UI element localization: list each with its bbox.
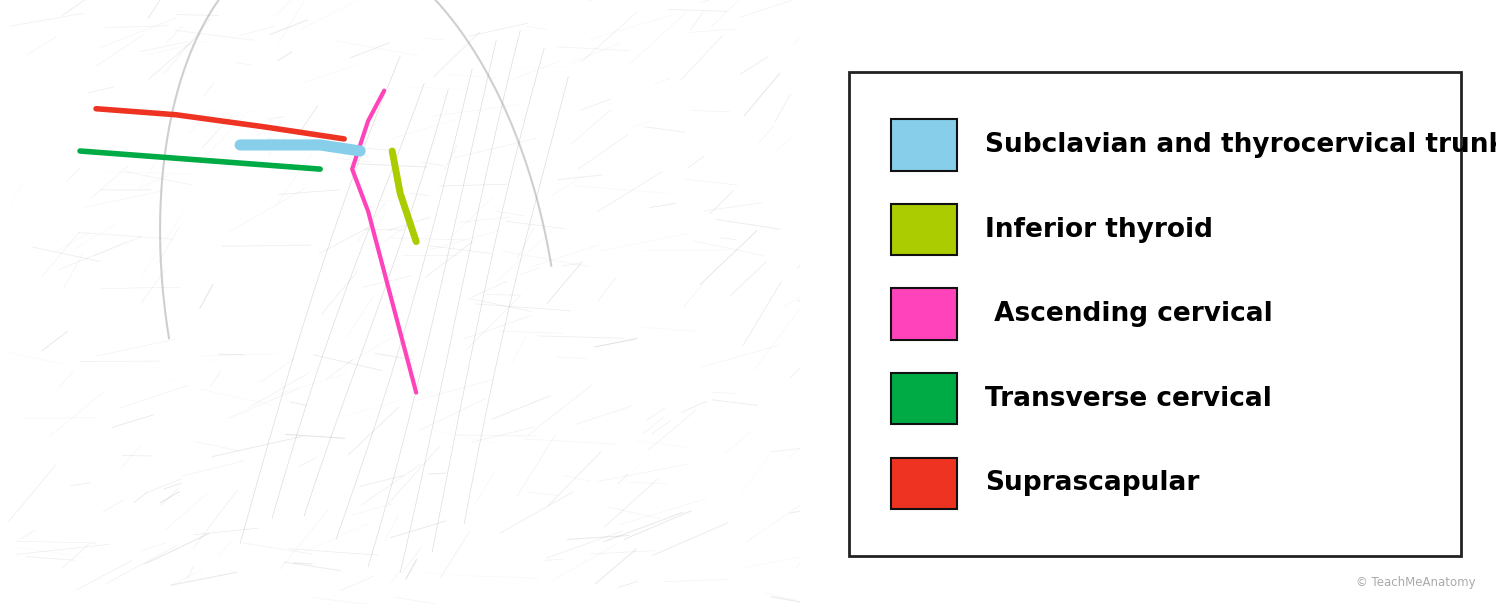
Text: Inferior thyroid: Inferior thyroid bbox=[984, 216, 1213, 243]
FancyBboxPatch shape bbox=[890, 204, 957, 255]
Text: Suprascapular: Suprascapular bbox=[984, 470, 1200, 496]
FancyBboxPatch shape bbox=[890, 373, 957, 424]
FancyBboxPatch shape bbox=[850, 72, 1462, 556]
FancyBboxPatch shape bbox=[890, 120, 957, 170]
FancyBboxPatch shape bbox=[890, 458, 957, 509]
FancyBboxPatch shape bbox=[890, 289, 957, 339]
Text: Ascending cervical: Ascending cervical bbox=[984, 301, 1273, 327]
Text: Subclavian and thyrocervical trunk: Subclavian and thyrocervical trunk bbox=[984, 132, 1496, 158]
Text: © TeachMe​Anatomy: © TeachMe​Anatomy bbox=[1355, 576, 1475, 589]
Text: Transverse cervical: Transverse cervical bbox=[984, 385, 1272, 412]
